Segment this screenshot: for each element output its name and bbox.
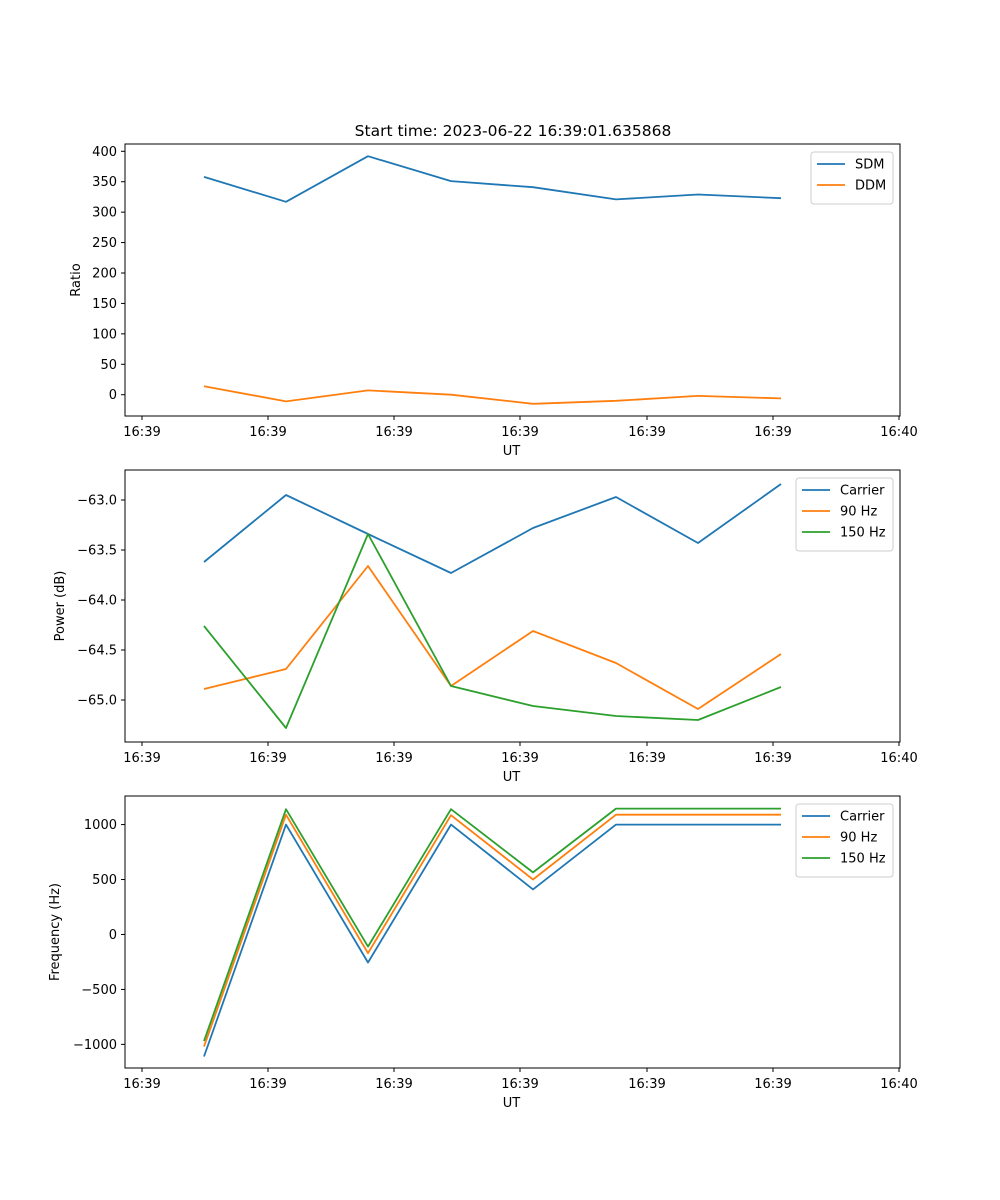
y-tick-label: −63.5 — [77, 544, 117, 559]
x-tick-label: 16:40 — [880, 751, 917, 766]
series-line-90-hz — [203, 813, 781, 1047]
axes-frame — [124, 795, 901, 1069]
y-tick-label: 0 — [109, 928, 117, 943]
panel-3: −1000 −500 0 500 1000 16:39 16:39 16:39 16:39 16:… — [48, 795, 918, 1111]
series-line-150-hz — [203, 807, 781, 1042]
legend-entry-label: 150 Hz — [840, 852, 886, 867]
legend-entry-label: Carrier — [840, 484, 885, 499]
legend-entry-label: 150 Hz — [840, 526, 886, 541]
y-tick-label: 350 — [92, 175, 117, 190]
x-tick-label: 16:39 — [628, 425, 665, 440]
axes-frame — [124, 143, 901, 417]
legend-entry-label: DDM — [855, 179, 886, 194]
series-line-carrier — [203, 483, 782, 574]
x-tick-label: 16:39 — [375, 1077, 412, 1092]
y-tick-label: 0 — [109, 388, 117, 403]
series-line-90-hz — [203, 565, 782, 710]
y-axis-label: Frequency (Hz) — [48, 883, 63, 981]
y-tick-label: −64.5 — [77, 644, 117, 659]
x-tick-label: 16:39 — [501, 1077, 538, 1092]
x-tick-label: 16:39 — [754, 425, 791, 440]
y-tick-label: 150 — [92, 297, 117, 312]
legend: Carrier 90 Hz 150 Hz — [795, 477, 894, 552]
y-tick-label: 100 — [92, 327, 117, 342]
series-line-sdm — [203, 155, 782, 203]
x-tick-label: 16:39 — [123, 1077, 160, 1092]
x-tick-label: 16:39 — [123, 751, 160, 766]
x-tick-label: 16:40 — [880, 425, 917, 440]
y-tick-label: 400 — [92, 145, 117, 160]
y-tick-label: 1000 — [84, 818, 117, 833]
series-line-150-hz — [203, 533, 782, 729]
legend: SDM DDM — [810, 151, 894, 205]
x-tick-label: 16:39 — [754, 751, 791, 766]
legend: Carrier 90 Hz 150 Hz — [795, 803, 894, 878]
figure-title: Start time: 2023-06-22 16:39:01.635868 — [355, 122, 672, 140]
x-tick-label: 16:39 — [501, 751, 538, 766]
series-line-carrier — [203, 823, 781, 1057]
y-axis-label: Ratio — [69, 263, 84, 296]
y-tick-label: 50 — [100, 358, 117, 373]
y-axis-label: Power (dB) — [53, 571, 68, 642]
x-tick-label: 16:39 — [249, 1077, 286, 1092]
x-axis-label: UT — [503, 1096, 521, 1111]
x-tick-label: 16:39 — [249, 425, 286, 440]
x-axis-label: UT — [503, 770, 521, 785]
x-axis-label: UT — [503, 444, 521, 459]
legend-entry-label: SDM — [855, 158, 884, 173]
y-tick-label: −1000 — [73, 1038, 117, 1053]
x-tick-label: 16:39 — [375, 425, 412, 440]
y-tick-label: −65.0 — [77, 694, 117, 709]
legend-box — [810, 151, 894, 205]
axes-frame — [124, 469, 901, 743]
panel-1: 0 50 100 150 200 250 300 350 400 16:39 16:39 16:39 1… — [69, 143, 918, 459]
series-line-ddm — [203, 385, 782, 405]
chart-panels: 0 50 100 150 200 250 300 350 400 16:39 16:39 16:39 1… — [48, 143, 918, 1111]
y-tick-label: 300 — [92, 206, 117, 221]
y-tick-label: 500 — [92, 873, 117, 888]
legend-entry-label: 90 Hz — [840, 831, 877, 846]
panel-2: −65.0 −64.5 −64.0 −63.5 −63.0 16:39 16:39 16:39… — [53, 469, 918, 785]
y-tick-label: −500 — [81, 983, 117, 998]
x-tick-label: 16:39 — [754, 1077, 791, 1092]
legend-entry-label: 90 Hz — [840, 505, 877, 520]
x-tick-label: 16:39 — [501, 425, 538, 440]
x-tick-label: 16:39 — [628, 751, 665, 766]
legend-entry-label: Carrier — [840, 810, 885, 825]
y-tick-label: 250 — [92, 236, 117, 251]
x-tick-label: 16:39 — [249, 751, 286, 766]
x-tick-label: 16:40 — [880, 1077, 917, 1092]
y-tick-label: −63.0 — [77, 494, 117, 509]
x-tick-label: 16:39 — [375, 751, 412, 766]
x-tick-label: 16:39 — [628, 1077, 665, 1092]
y-tick-label: 200 — [92, 267, 117, 282]
y-tick-label: −64.0 — [77, 594, 117, 609]
x-tick-label: 16:39 — [123, 425, 160, 440]
